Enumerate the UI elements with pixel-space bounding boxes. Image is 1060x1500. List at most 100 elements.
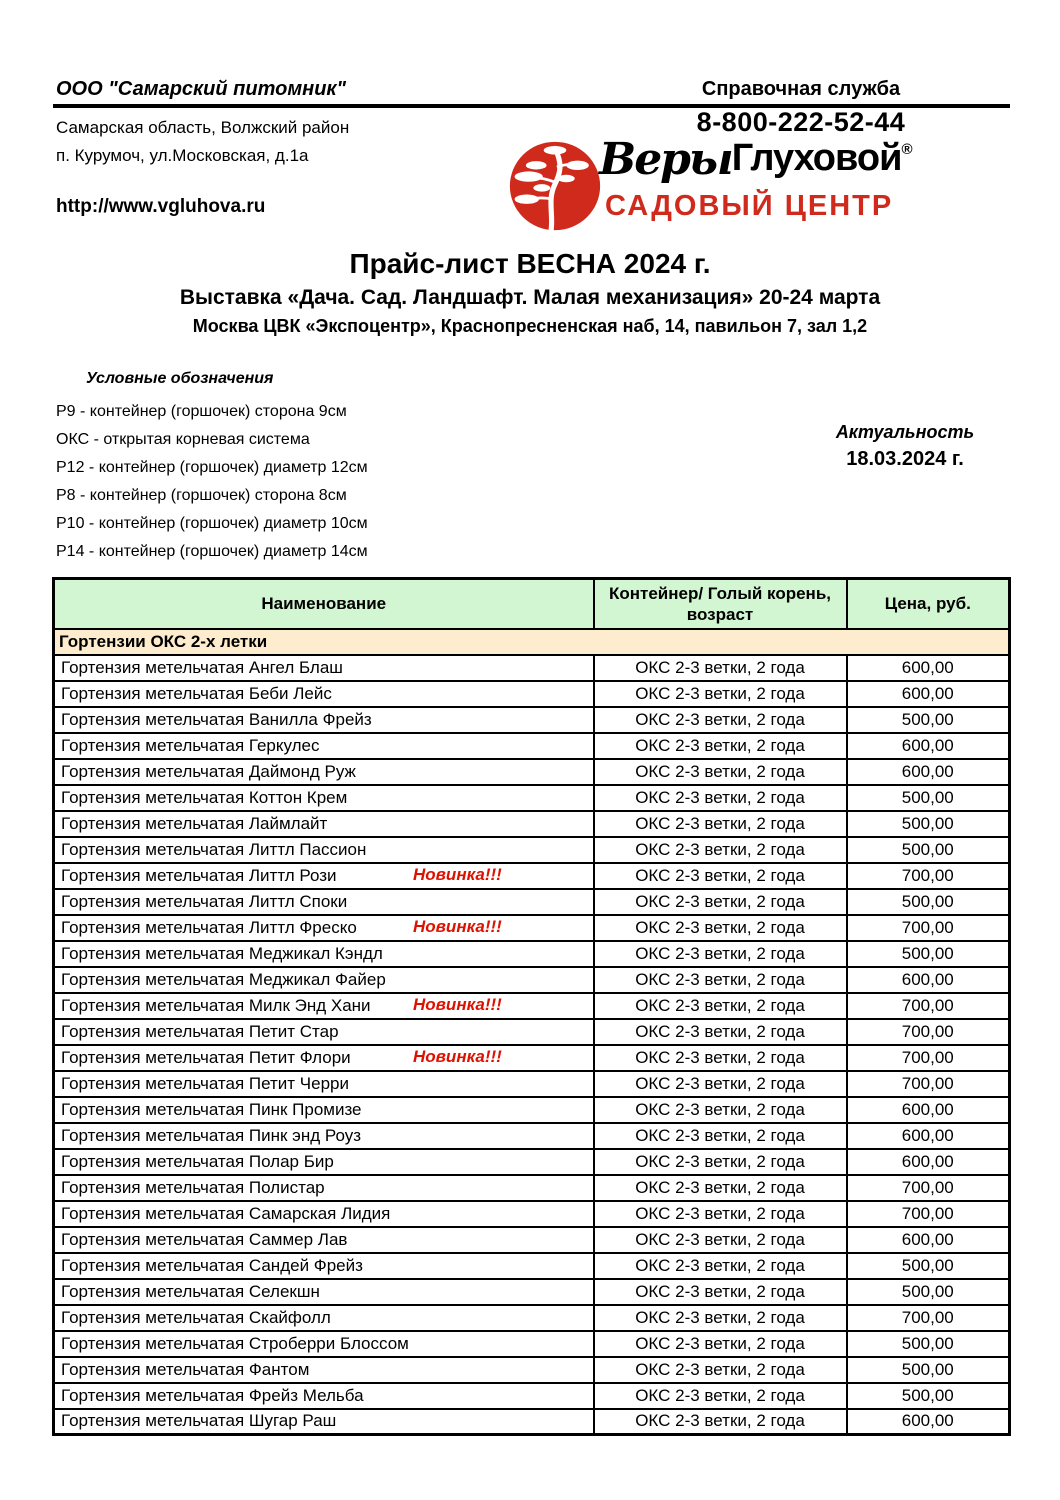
column-header-name: Наименование: [52, 577, 595, 630]
plant-name: Гортензия метельчатая Самарская Лидия: [61, 1203, 391, 1223]
container-age-cell: ОКС 2-3 ветки, 2 года: [592, 1147, 848, 1176]
column-header-container: Контейнер/ Голый корень, возраст: [592, 577, 848, 630]
table-row: Гортензия метельчатая Селекшн ОКС 2-3 вет…: [52, 1277, 1011, 1306]
novinka-badge: Новинка!!!: [413, 994, 502, 1014]
price-cell: 500,00: [845, 835, 1011, 864]
plant-name: Гортензия метельчатая Строберри Блоссом: [61, 1333, 409, 1353]
price-cell: 500,00: [845, 1251, 1011, 1280]
legend-heading: Условные обозначения: [86, 370, 274, 387]
price-cell: 600,00: [845, 757, 1011, 786]
legend-item: Р14 - контейнер (горшочек) диаметр 14см: [56, 543, 368, 560]
plant-name: Гортензия метельчатая Ванилла Фрейз: [61, 709, 372, 729]
exhibition-subtitle: Выставка «Дача. Сад. Ландшафт. Малая мех…: [179, 286, 881, 309]
container-age-cell: ОКС 2-3 ветки, 2 года: [592, 653, 848, 682]
legend-item: Р9 - контейнер (горшочек) сторона 9см: [56, 403, 347, 420]
container-age-cell: ОКС 2-3 ветки, 2 года: [592, 705, 848, 734]
plant-name: Гортензия метельчатая Шугар Раш: [61, 1411, 337, 1431]
table-row: Гортензия метельчатая Полистар ОКС 2-3 ве…: [52, 1173, 1011, 1202]
legend-item: Р8 - контейнер (горшочек) сторона 8см: [56, 487, 347, 504]
table-row: Гортензия метельчатая Меджикал Кэндл ОКС …: [52, 939, 1011, 968]
price-cell: 500,00: [845, 809, 1011, 838]
price-cell: 700,00: [845, 1303, 1011, 1332]
bonsai-tree-icon: [509, 141, 601, 232]
plant-name-cell: Гортензия метельчатая Даймонд Руж: [52, 757, 595, 786]
table-row: Гортензия метельчатая Даймонд Руж ОКС 2-3…: [52, 757, 1011, 786]
plant-name-cell: Гортензия метельчатая Петит Черри: [52, 1069, 595, 1098]
table-row: Гортензия метельчатая Ванилла Фрейз ОКС 2…: [52, 705, 1011, 734]
container-age-cell: ОКС 2-3 ветки, 2 года: [592, 1199, 848, 1228]
plant-name: Гортензия метельчатая Петит Флори: [61, 1047, 351, 1067]
plant-name-cell: Гортензия метельчатая Петит Стар: [52, 1017, 595, 1046]
table-row: Гортензия метельчатая Литтл Фреско Новинк…: [52, 913, 1011, 942]
price-cell: 500,00: [845, 1355, 1011, 1384]
plant-name-cell: Гортензия метельчатая Милк Энд Хани Новин…: [52, 991, 595, 1020]
plant-name-cell: Гортензия метельчатая Пинк энд Роуз: [52, 1121, 595, 1150]
legend-item: ОКС - открытая корневая система: [56, 431, 310, 448]
plant-name: Гортензия метельчатая Беби Лейс: [61, 683, 332, 703]
plant-name-cell: Гортензия метельчатая Геркулес: [52, 731, 595, 760]
plant-name-cell: Гортензия метельчатая Полар Бир: [52, 1147, 595, 1176]
table-row: Гортензия метельчатая Геркулес ОКС 2-3 ве…: [52, 731, 1011, 760]
plant-name-cell: Гортензия метельчатая Литтл Пассион: [52, 835, 595, 864]
column-header-price: Цена, руб.: [845, 577, 1011, 630]
actuality-date: 18.03.2024 г.: [846, 448, 964, 470]
plant-name: Гортензия метельчатая Саммер Лав: [61, 1229, 348, 1249]
plant-name: Гортензия метельчатая Петит Черри: [61, 1073, 349, 1093]
hotline-label: Справочная служба: [701, 78, 901, 100]
price-cell: 500,00: [845, 939, 1011, 968]
table-row: Гортензия метельчатая Самарская Лидия ОКС…: [52, 1199, 1011, 1228]
container-age-cell: ОКС 2-3 ветки, 2 года: [592, 1095, 848, 1124]
plant-name: Гортензия метельчатая Даймонд Руж: [61, 761, 356, 781]
container-age-cell: ОКС 2-3 ветки, 2 года: [592, 835, 848, 864]
price-cell: 700,00: [845, 913, 1011, 942]
plant-name-cell: Гортензия метельчатая Меджикал Кэндл: [52, 939, 595, 968]
logo-subtitle: САДОВЫЙ ЦЕНТР: [605, 190, 894, 222]
legend-item: Р10 - контейнер (горшочек) диаметр 10см: [56, 515, 368, 532]
novinka-badge: Новинка!!!: [413, 916, 502, 936]
table-row: Гортензия метельчатая Фантом ОКС 2-3 ветк…: [52, 1355, 1011, 1384]
table-row: Гортензия метельчатая Литтл Рози Новинка!…: [52, 861, 1011, 890]
table-row: Гортензия метельчатая Сандей Фрейз ОКС 2-…: [52, 1251, 1011, 1280]
price-cell: 600,00: [845, 1147, 1011, 1176]
table-row: Гортензия метельчатая Строберри Блоссом О…: [52, 1329, 1011, 1358]
table-row: Гортензия метельчатая Пинк Промизе ОКС 2-…: [52, 1095, 1011, 1124]
plant-name-cell: Гортензия метельчатая Ванилла Фрейз: [52, 705, 595, 734]
price-cell: 600,00: [845, 965, 1011, 994]
container-age-cell: ОКС 2-3 ветки, 2 года: [592, 1381, 848, 1410]
logo-surname-text: Глуховой: [731, 137, 903, 179]
container-age-cell: ОКС 2-3 ветки, 2 года: [592, 1355, 848, 1384]
table-header-row: Наименование Контейнер/ Голый корень, во…: [52, 577, 1011, 630]
plant-name-cell: Гортензия метельчатая Ангел Блаш: [52, 653, 595, 682]
price-cell: 500,00: [845, 887, 1011, 916]
container-age-cell: ОКС 2-3 ветки, 2 года: [592, 809, 848, 838]
plant-name: Гортензия метельчатая Литтл Споки: [61, 891, 348, 911]
company-website: http://www.vgluhova.ru: [56, 196, 266, 217]
plant-name: Гортензия метельчатая Меджикал Файер: [61, 969, 386, 989]
container-age-cell: ОКС 2-3 ветки, 2 года: [592, 731, 848, 760]
table-row: Гортензия метельчатая Литтл Пассион ОКС 2…: [52, 835, 1011, 864]
plant-name: Гортензия метельчатая Литтл Пассион: [61, 839, 367, 859]
plant-name-cell: Гортензия метельчатая Скайфолл: [52, 1303, 595, 1332]
legend-list: Р9 - контейнер (горшочек) сторона 9см ОК…: [56, 398, 368, 566]
container-age-cell: ОКС 2-3 ветки, 2 года: [592, 1069, 848, 1098]
header-divider: [53, 104, 1010, 108]
company-region: Самарская область, Волжский район: [56, 118, 350, 137]
price-cell: 700,00: [845, 861, 1011, 890]
plant-name-cell: Гортензия метельчатая Литтл Рози Новинка!…: [52, 861, 595, 890]
plant-name: Гортензия метельчатая Фрейз Мельба: [61, 1385, 364, 1405]
plant-name: Гортензия метельчатая Коттон Крем: [61, 787, 348, 807]
plant-name: Гортензия метельчатая Литтл Рози: [61, 865, 337, 885]
plant-name: Гортензия метельчатая Литтл Фреско: [61, 917, 357, 937]
container-age-cell: ОКС 2-3 ветки, 2 года: [592, 1251, 848, 1280]
actuality-block: Актуальность 18.03.2024 г.: [800, 422, 1010, 471]
garden-center-logo: ВерыГлуховой® САДОВЫЙ ЦЕНТР: [505, 136, 1015, 236]
plant-name: Гортензия метельчатая Лаймлайт: [61, 813, 328, 833]
price-cell: 500,00: [845, 1329, 1011, 1358]
container-age-cell: ОКС 2-3 ветки, 2 года: [592, 913, 848, 942]
plant-name-cell: Гортензия метельчатая Полистар: [52, 1173, 595, 1202]
container-age-cell: ОКС 2-3 ветки, 2 года: [592, 887, 848, 916]
plant-name: Гортензия метельчатая Милк Энд Хани: [61, 995, 371, 1015]
plant-name-cell: Гортензия метельчатая Меджикал Файер: [52, 965, 595, 994]
plant-name-cell: Гортензия метельчатая Беби Лейс: [52, 679, 595, 708]
